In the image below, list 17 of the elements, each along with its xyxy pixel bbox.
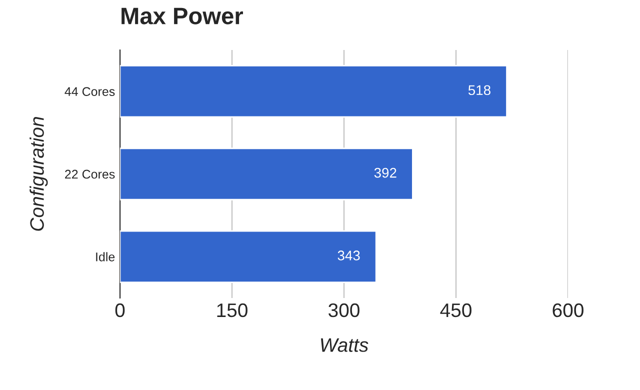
- y-tick-label: 22 Cores: [65, 170, 115, 179]
- x-tick-label: 0: [115, 303, 125, 318]
- data-label: 392: [374, 168, 396, 178]
- bar: [120, 230, 377, 283]
- data-label: 518: [468, 85, 490, 96]
- x-axis-title: Watts: [321, 338, 368, 352]
- bar: [120, 148, 414, 200]
- data-label: 343: [338, 250, 360, 260]
- bar: [120, 65, 508, 118]
- x-tick-label: 450: [440, 303, 472, 318]
- x-tick-label: 300: [328, 303, 360, 318]
- y-tick-label: Idle: [96, 252, 115, 262]
- x-tick-label: 150: [217, 303, 248, 318]
- y-axis-title: Configuration: [30, 117, 48, 231]
- y-tick-label: 44 Cores: [64, 87, 115, 96]
- chart-title: Max Power: [122, 8, 243, 24]
- x-tick-label: 600: [552, 303, 584, 318]
